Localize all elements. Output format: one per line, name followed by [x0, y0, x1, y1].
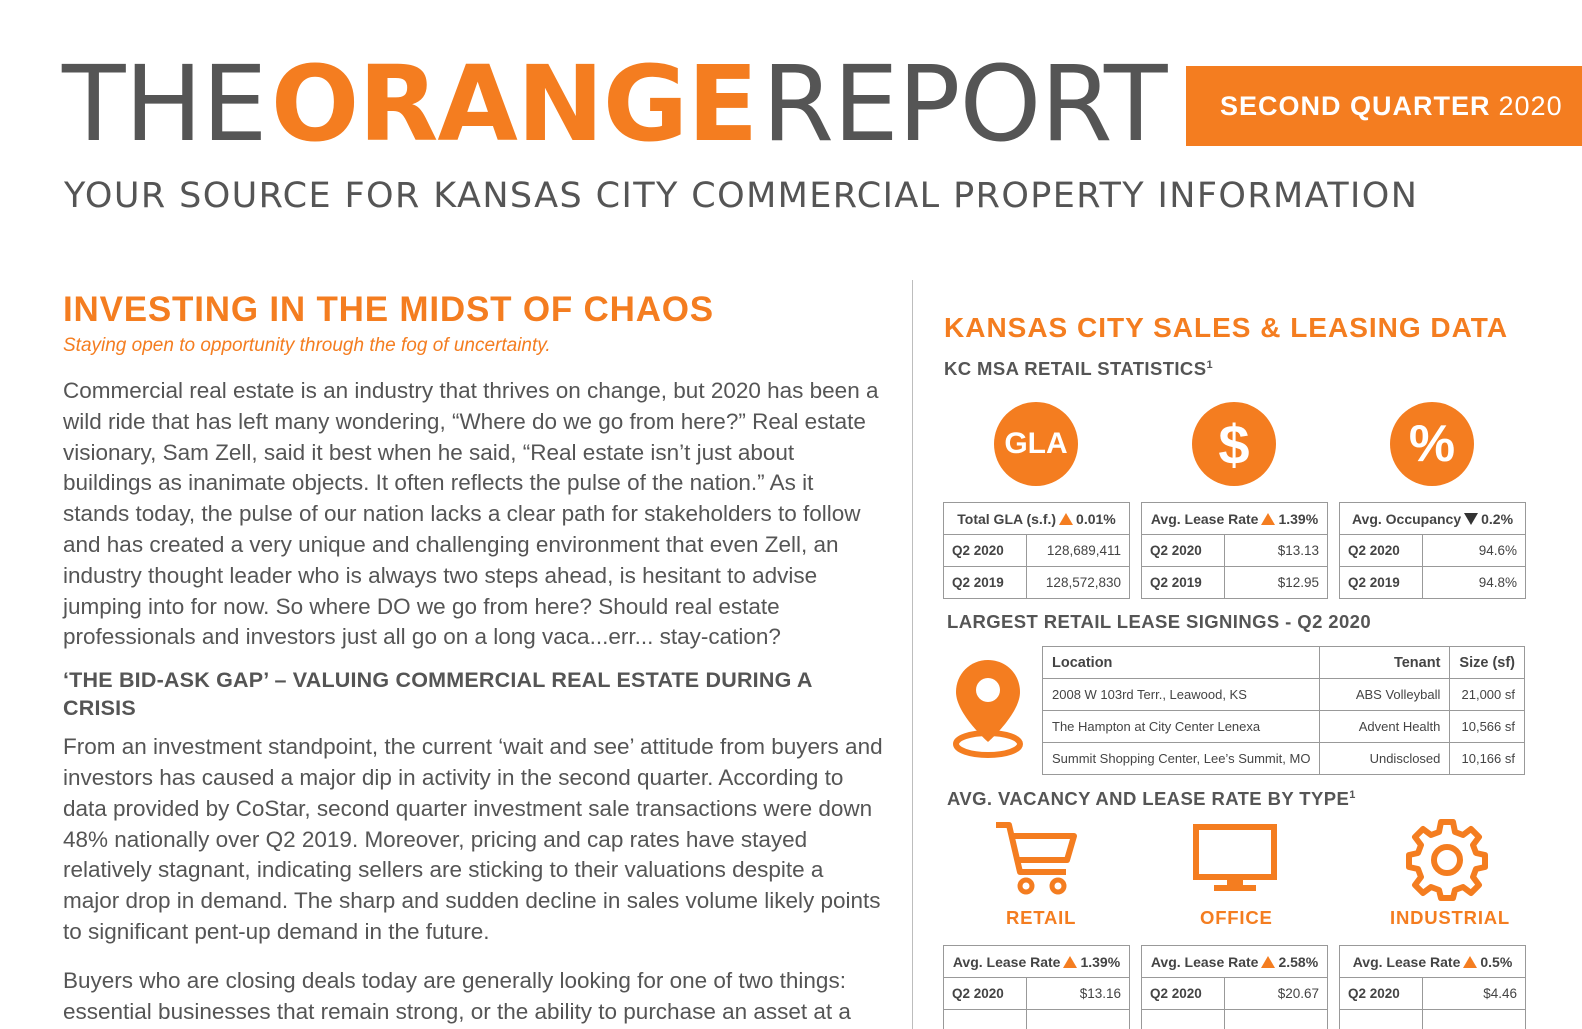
occupancy-stats-table: Avg. Occupancy 0.2% Q2 2020 94.6% Q2 2019 9…	[1339, 502, 1526, 599]
up-arrow-icon	[1261, 955, 1276, 968]
office-rate-table: Avg. Lease Rate 2.58% Q2 2020 $20.67	[1141, 945, 1328, 1029]
down-arrow-icon	[1464, 512, 1479, 525]
stat-header: Avg. Lease Rate 0.5%	[1339, 945, 1526, 978]
gla-stats-table: Total GLA (s.f.) 0.01% Q2 2020 128,689,411…	[943, 502, 1130, 599]
retail-stats-heading: KC MSA RETAIL STATISTICS1	[944, 358, 1213, 379]
up-arrow-icon	[1059, 512, 1074, 525]
masthead-orange: ORANGE	[270, 43, 758, 165]
article-paragraph-1: Commercial real estate is an industry th…	[63, 378, 879, 650]
type-label-office: OFFICE	[1200, 907, 1273, 928]
up-arrow-icon	[1063, 955, 1078, 968]
lease-signings-table: Location Tenant Size (sf) 2008 W 103rd T…	[1041, 646, 1525, 775]
table-row: Q2 2020 $20.67	[1141, 977, 1328, 1010]
up-arrow-icon	[1261, 512, 1276, 525]
masthead-report: REPORT	[761, 43, 1168, 165]
dollar-icon: $	[1192, 402, 1276, 486]
table-row: Q2 2019 $12.95	[1141, 566, 1328, 599]
gear-icon	[1406, 819, 1488, 901]
article-title: INVESTING IN THE MIDST OF CHAOS	[63, 290, 714, 329]
column-header: Size (sf)	[1449, 646, 1525, 679]
article-subtitle: Staying open to opportunity through the …	[63, 335, 551, 356]
table-row: 2008 W 103rd Terr., Leawood, KS ABS Volle…	[1041, 678, 1525, 711]
masthead-the: THE	[62, 43, 267, 165]
tagline: YOUR SOURCE FOR KANSAS CITY COMMERCIAL P…	[64, 176, 1419, 216]
retail-rate-table: Avg. Lease Rate 1.39% Q2 2020 $13.16	[943, 945, 1130, 1029]
table-row: Q2 2019 94.8%	[1339, 566, 1526, 599]
shopping-cart-icon	[996, 822, 1077, 895]
stat-header: Avg. Lease Rate 1.39%	[943, 945, 1130, 978]
type-label-retail: RETAIL	[1006, 907, 1077, 928]
footnote-marker: 1	[1349, 788, 1356, 801]
gla-icon: GLA	[994, 402, 1078, 486]
stat-header: Avg. Lease Rate 2.58%	[1141, 945, 1328, 978]
vacancy-heading: AVG. VACANCY AND LEASE RATE BY TYPE1	[947, 788, 1356, 809]
table-row	[1339, 1009, 1526, 1029]
quarter-year: 2020	[1498, 90, 1563, 121]
stat-header: Avg. Occupancy 0.2%	[1339, 502, 1526, 535]
table-row: Summit Shopping Center, Lee’s Summit, MO…	[1041, 742, 1525, 775]
stat-header: Avg. Lease Rate 1.39%	[1141, 502, 1328, 535]
column-divider	[912, 280, 913, 1029]
column-header: Location	[1041, 646, 1321, 679]
table-row: Q2 2020 $13.16	[943, 977, 1130, 1010]
lease-rate-stats-table: Avg. Lease Rate 1.39% Q2 2020 $13.13 Q2 20…	[1141, 502, 1328, 599]
stat-header: Total GLA (s.f.) 0.01%	[943, 502, 1130, 535]
table-row: Q2 2020 $13.13	[1141, 534, 1328, 567]
table-row	[1141, 1009, 1328, 1029]
type-label-industrial: INDUSTRIAL	[1390, 907, 1511, 928]
location-pin-icon	[953, 660, 1023, 758]
column-header: Tenant	[1319, 646, 1451, 679]
article-paragraph-2: From an investment standpoint, the curre…	[63, 734, 883, 944]
table-row	[943, 1009, 1130, 1029]
sidebar-title: KANSAS CITY SALES & LEASING DATA	[944, 312, 1509, 343]
monitor-icon	[1193, 824, 1277, 891]
table-row: Q2 2020 $4.46	[1339, 977, 1526, 1010]
table-row: The Hampton at City Center Lenexa Advent …	[1041, 710, 1525, 743]
up-arrow-icon	[1463, 955, 1478, 968]
industrial-rate-table: Avg. Lease Rate 0.5% Q2 2020 $4.46	[1339, 945, 1526, 1029]
table-row: Q2 2019 128,572,830	[943, 566, 1130, 599]
quarter-banner: SECOND QUARTER 2020	[1186, 66, 1582, 146]
article-paragraph-3: Buyers who are closing deals today are g…	[63, 967, 851, 1024]
quarter-label: SECOND QUARTER	[1220, 90, 1491, 121]
article-heading-2: ‘THE BID-ASK GAP’ – VALUING COMMERCIAL R…	[63, 668, 812, 721]
percent-icon: %	[1390, 402, 1474, 486]
table-row: Q2 2020 128,689,411	[943, 534, 1130, 567]
article: INVESTING IN THE MIDST OF CHAOS Staying …	[63, 290, 883, 1029]
table-row: Q2 2020 94.6%	[1339, 534, 1526, 567]
masthead: THE ORANGE REPORT	[62, 52, 1168, 156]
footnote-marker: 1	[1206, 358, 1213, 371]
lease-signings-heading: LARGEST RETAIL LEASE SIGNINGS - Q2 2020	[947, 611, 1372, 632]
